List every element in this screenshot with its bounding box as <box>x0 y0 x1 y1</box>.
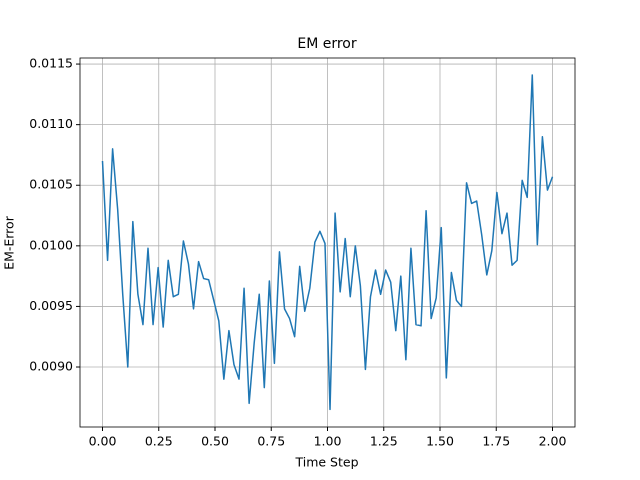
x-tick-label: 0.25 <box>145 434 173 449</box>
plot-frame <box>79 57 576 428</box>
x-tick-label: 2.00 <box>539 434 567 449</box>
x-tick-label: 0.50 <box>201 434 229 449</box>
x-tick-label: 0.00 <box>89 434 117 449</box>
y-tick-label: 0.0110 <box>29 116 73 131</box>
y-tick-label: 0.0095 <box>29 298 73 313</box>
x-axis-label: Time Step <box>294 455 358 470</box>
chart-title: EM error <box>297 36 357 52</box>
x-tick-label: 1.00 <box>314 434 342 449</box>
y-tick-label: 0.0105 <box>29 177 73 192</box>
y-axis-label: EM-Error <box>2 215 17 270</box>
x-tick-label: 1.25 <box>370 434 398 449</box>
x-tick-label: 0.75 <box>257 434 285 449</box>
data-line <box>101 74 554 411</box>
x-tick-label: 1.50 <box>426 434 454 449</box>
y-tick-label: 0.0100 <box>29 237 73 252</box>
x-tick-label: 1.75 <box>482 434 510 449</box>
y-tick-label: 0.0090 <box>29 359 73 374</box>
y-tick-label: 0.0115 <box>29 56 73 71</box>
